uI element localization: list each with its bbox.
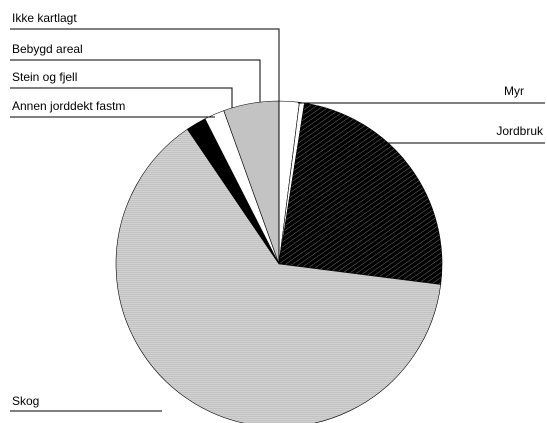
label-leader-ikke-kartlagt <box>10 28 280 264</box>
label-leader-stein-og-fjell <box>10 87 233 108</box>
label-stein-og-fjell: Stein og fjell <box>12 70 77 84</box>
label-annen-jorddekt-fastm: Annen jorddekt fastm <box>12 99 125 113</box>
pie-slices <box>115 100 443 423</box>
label-myr: Myr <box>504 84 524 98</box>
label-bebygd-areal: Bebygd areal <box>12 42 83 56</box>
label-ikke-kartlagt: Ikke kartlagt <box>12 11 77 25</box>
label-jordbruk: Jordbruk <box>496 124 544 138</box>
label-leader-bebygd-areal <box>10 59 261 102</box>
label-skog: Skog <box>12 394 39 408</box>
pie-slice-jordbruk <box>278 102 443 285</box>
pie-slice-skog <box>115 128 442 423</box>
